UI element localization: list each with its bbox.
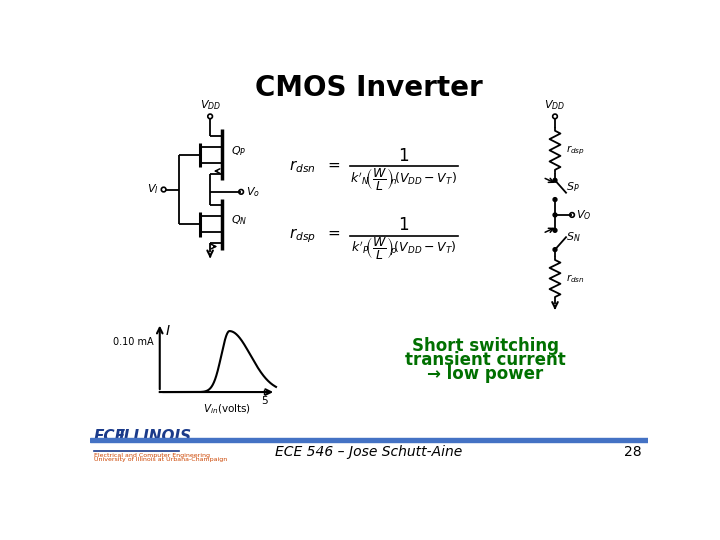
Text: $k'_P\!\left(\dfrac{W}{L}\right)_{\!\!p}\!\left(V_{DD}-V_T\right)$: $k'_P\!\left(\dfrac{W}{L}\right)_{\!\!p}…: [351, 235, 456, 261]
Text: $V_{DD}$: $V_{DD}$: [544, 98, 566, 112]
Circle shape: [553, 248, 557, 252]
Text: 5: 5: [261, 396, 268, 406]
Text: → low power: → low power: [427, 364, 544, 382]
Text: Electrical and Computer Engineering: Electrical and Computer Engineering: [94, 453, 210, 458]
Circle shape: [553, 178, 557, 182]
Text: $V_O$: $V_O$: [576, 208, 591, 222]
Text: $S_N$: $S_N$: [566, 230, 580, 244]
Circle shape: [553, 213, 557, 217]
Text: $V_{in}$(volts): $V_{in}$(volts): [203, 403, 251, 416]
Text: $1$: $1$: [398, 147, 410, 165]
Text: 0.10 mA: 0.10 mA: [113, 337, 153, 347]
Circle shape: [553, 198, 557, 201]
Text: $r_{dsp}$: $r_{dsp}$: [566, 144, 585, 157]
Text: I: I: [166, 325, 170, 338]
Text: University of Illinois at Urbana-Champaign: University of Illinois at Urbana-Champai…: [94, 457, 227, 462]
Text: $Q_P$: $Q_P$: [231, 144, 246, 158]
Text: $V_I$: $V_I$: [148, 183, 159, 197]
Text: Short switching: Short switching: [412, 337, 559, 355]
Circle shape: [553, 228, 557, 232]
Text: $r_{dsp}$  $=$: $r_{dsp}$ $=$: [289, 226, 341, 245]
Text: transient current: transient current: [405, 350, 566, 369]
Text: $V_o$: $V_o$: [246, 185, 260, 199]
Text: $Q_N$: $Q_N$: [231, 213, 248, 227]
Text: CMOS Inverter: CMOS Inverter: [255, 74, 483, 102]
Text: $k'_N\!\left(\dfrac{W}{L}\right)_{\!\!n}\!\left(V_{DD}-V_T\right)$: $k'_N\!\left(\dfrac{W}{L}\right)_{\!\!n}…: [351, 166, 457, 192]
Text: ILLINOIS: ILLINOIS: [119, 429, 192, 444]
Text: ECE 546 – Jose Schutt-Aine: ECE 546 – Jose Schutt-Aine: [275, 445, 463, 459]
Text: $1$: $1$: [398, 216, 410, 234]
Text: $r_{dsn}$  $=$: $r_{dsn}$ $=$: [289, 158, 341, 175]
Text: ECE: ECE: [94, 429, 126, 444]
Text: $r_{dsn}$: $r_{dsn}$: [566, 272, 585, 285]
Text: 28: 28: [624, 445, 642, 459]
Text: $V_{DD}$: $V_{DD}$: [199, 98, 221, 112]
Text: $S_P$: $S_P$: [566, 180, 580, 194]
Bar: [90, 438, 648, 442]
